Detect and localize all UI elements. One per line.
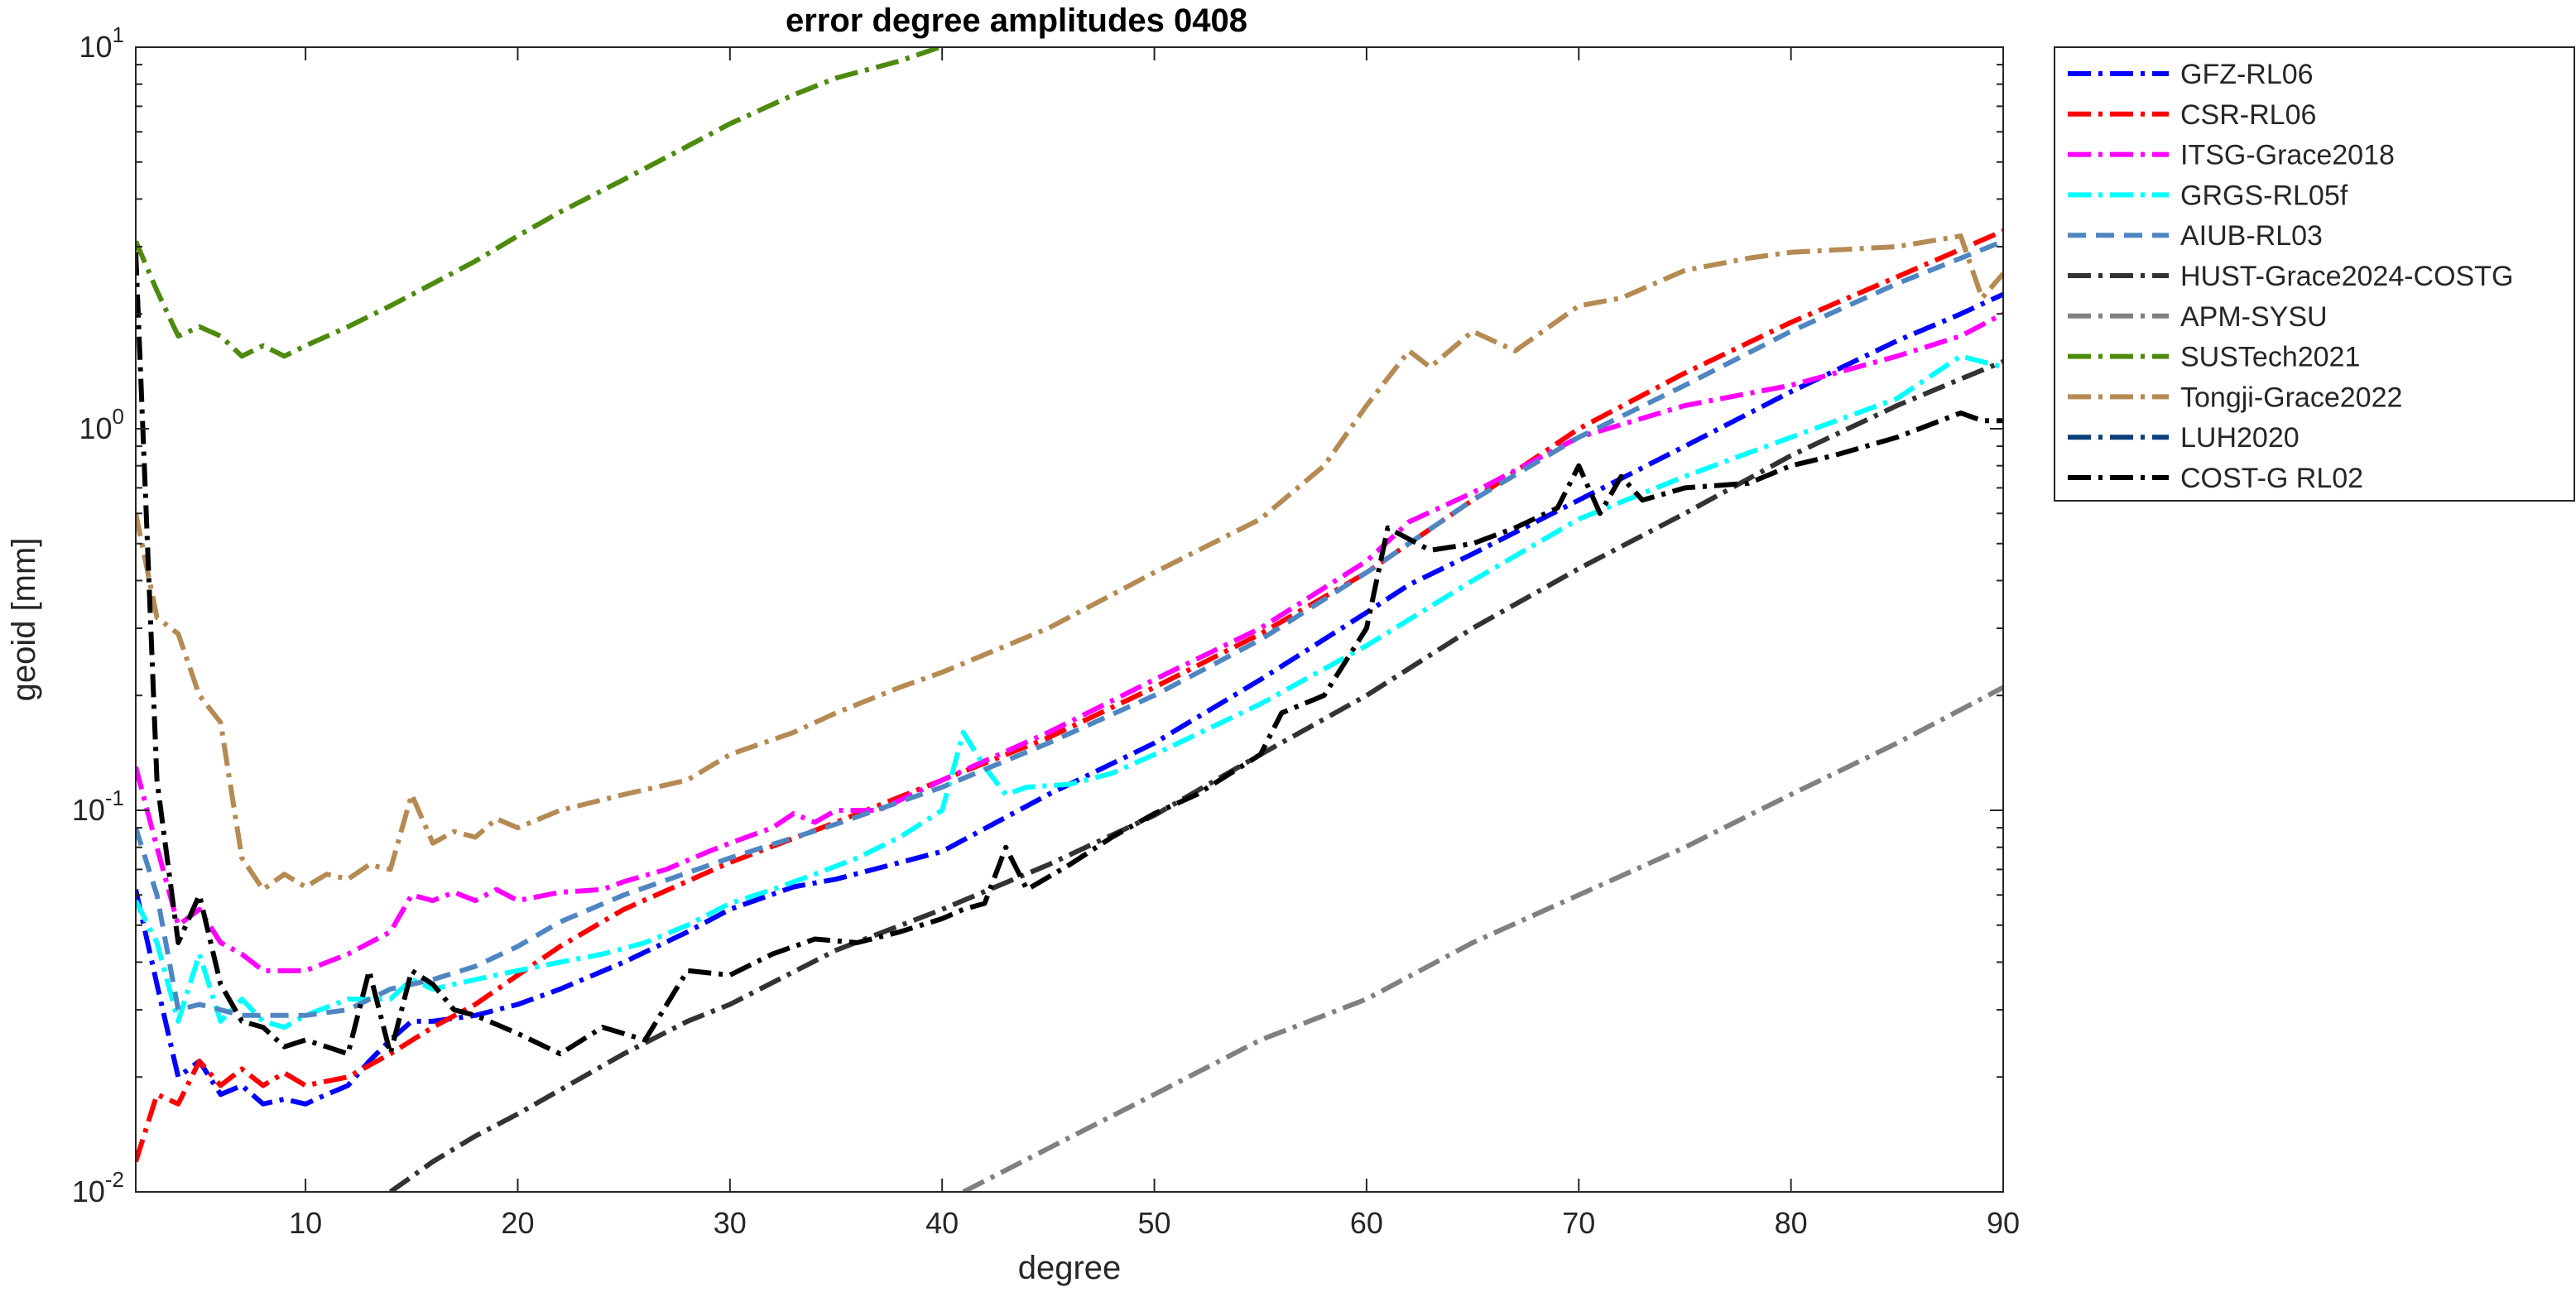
y-tick-label-1: 10-1 — [72, 785, 124, 827]
y-tick-label-3: 101 — [79, 22, 124, 64]
series-layer — [136, 47, 2003, 1192]
x-tick-label-4: 50 — [1138, 1206, 1171, 1240]
series-line-7 — [136, 47, 948, 359]
x-tick-label-3: 40 — [925, 1206, 959, 1240]
x-axis-label: degree — [1018, 1250, 1122, 1286]
x-tick-label-8: 90 — [1987, 1206, 2020, 1240]
series-line-1 — [136, 228, 2003, 1163]
series-line-2 — [136, 311, 2003, 973]
series-line-8 — [136, 233, 2003, 892]
series-line-3 — [136, 353, 2003, 1030]
series-line-10 — [136, 252, 2003, 1057]
x-tick-label-1: 20 — [501, 1206, 534, 1240]
chart-title: error degree amplitudes 0408 — [786, 2, 1247, 39]
y-tick-label-0: 10-2 — [72, 1167, 124, 1208]
legend-entry-2: ITSG-Grace2018 — [2180, 140, 2395, 171]
legend-entry-4: AIUB-RL03 — [2180, 220, 2323, 252]
x-tick-label-7: 80 — [1775, 1206, 1808, 1240]
series-line-0 — [136, 291, 2003, 1107]
legend-entry-10: COST-G RL02 — [2180, 463, 2363, 494]
legend-entry-0: GFZ-RL06 — [2180, 59, 2314, 90]
x-tick-label-2: 30 — [714, 1206, 747, 1240]
x-tick-label-5: 60 — [1350, 1206, 1383, 1240]
legend-entry-3: GRGS-RL05f — [2180, 180, 2348, 211]
legend-entry-8: Tongji-Grace2022 — [2180, 382, 2402, 413]
x-tick-label-6: 70 — [1562, 1206, 1595, 1240]
legend: GFZ-RL06 CSR-RL06 ITSG-Grace2018 GRGS-RL05f… — [2054, 46, 2575, 502]
plot-area-frame — [135, 46, 2004, 1193]
series-line-5 — [388, 359, 2003, 1192]
legend-entry-5: HUST-Grace2024-COSTG — [2180, 261, 2513, 292]
axis-ticks: 10 20 30 40 50 60 70 80 90 10-2 10-1 100 101 — [72, 22, 2020, 1240]
series-line-6 — [962, 685, 2003, 1192]
legend-entry-1: CSR-RL06 — [2180, 99, 2316, 131]
legend-entry-9: LUH2020 — [2180, 422, 2300, 454]
y-tick-label-2: 100 — [79, 404, 124, 445]
x-tick-label-0: 10 — [289, 1206, 322, 1240]
y-axis-label: geoid [mm] — [6, 538, 42, 702]
legend-entry-7: SUSTech2021 — [2180, 342, 2360, 373]
series-line-4 — [136, 238, 2003, 1018]
legend-entry-6: APM-SYSU — [2180, 301, 2328, 333]
